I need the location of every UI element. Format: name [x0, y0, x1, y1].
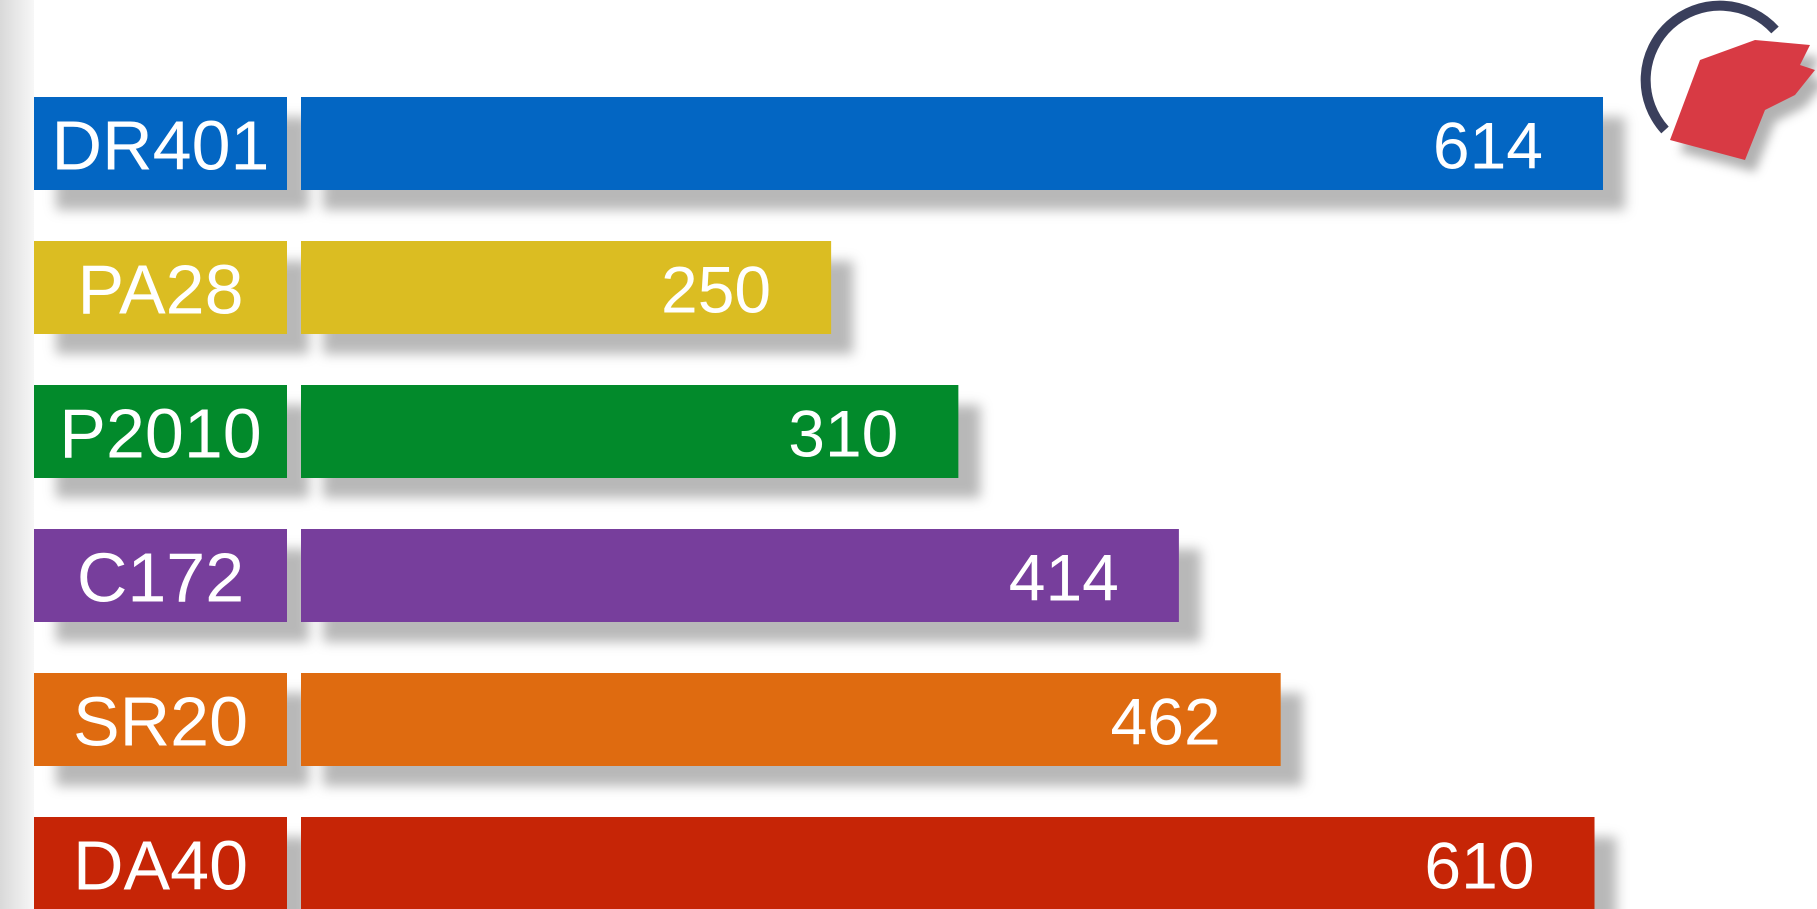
bars: DR401 614 PA28 250 P2010 310 C172 414 SR20 462 DA4… — [34, 97, 1603, 909]
bar — [301, 241, 832, 334]
value-label: 414 — [1009, 541, 1119, 615]
category-label: P2010 — [59, 395, 261, 473]
value-label: 250 — [661, 253, 771, 327]
category-label: DA40 — [73, 827, 248, 905]
category-label: PA28 — [77, 251, 243, 329]
category-label: C172 — [77, 539, 244, 617]
value-label: 310 — [788, 397, 898, 471]
category-box — [34, 97, 287, 190]
category-label: DR401 — [52, 107, 270, 185]
value-label: 462 — [1111, 685, 1221, 759]
bar — [301, 385, 959, 478]
category-label: SR20 — [73, 683, 248, 761]
category-box — [34, 241, 287, 334]
category-box — [34, 529, 287, 622]
bar — [301, 97, 1603, 190]
bar — [301, 673, 1281, 766]
left-edge — [0, 0, 34, 909]
logo-ring — [1640, 0, 1779, 134]
value-label: 614 — [1433, 109, 1543, 183]
value-label: 610 — [1424, 829, 1534, 903]
bar — [301, 817, 1595, 909]
bar — [301, 529, 1179, 622]
logo — [1640, 0, 1815, 160]
category-box — [34, 385, 287, 478]
logo-wing — [1670, 40, 1815, 160]
category-box — [34, 817, 287, 909]
category-box — [34, 673, 287, 766]
